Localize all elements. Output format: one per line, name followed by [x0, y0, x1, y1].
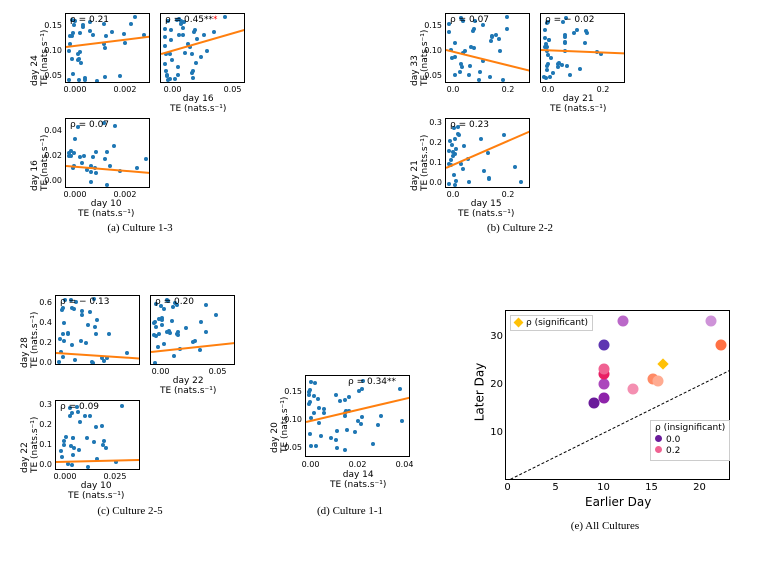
caption-e: (e) All Cultures	[545, 520, 665, 532]
tick: 0.02	[345, 460, 370, 469]
insig-point	[706, 315, 717, 326]
tick: 30	[485, 331, 503, 342]
tick: 20	[485, 379, 503, 390]
tick: 0.1	[30, 440, 52, 449]
tick: 0.15	[40, 21, 62, 30]
insig-point	[618, 315, 629, 326]
tick: 0.6	[30, 298, 52, 307]
sig-point	[657, 359, 668, 370]
tick: 0.000	[50, 472, 80, 481]
tick: 0.00	[298, 460, 323, 469]
tick: 0.2	[498, 190, 518, 199]
tick: 0.002	[110, 190, 140, 199]
tick: 0.1	[420, 158, 442, 167]
xlabel-d: day 14TE (nats.s⁻¹)	[330, 470, 386, 490]
caption-d: (d) Culture 1-1	[290, 505, 410, 517]
tick: 0.2	[593, 85, 613, 94]
tick: 0.0	[420, 178, 442, 187]
insig-point	[628, 383, 639, 394]
tick: 0.025	[100, 472, 130, 481]
legend-dot	[655, 446, 662, 453]
rho-a-tl: ρ = 0.21	[70, 15, 109, 25]
tick: 0.2	[420, 138, 442, 147]
panel-d: ρ = 0.34** day 20TE (nats.s⁻¹) day 14TE …	[250, 370, 420, 510]
insig-point	[598, 340, 609, 351]
tick: 0.05	[280, 443, 302, 452]
tick: 0.2	[30, 420, 52, 429]
tick: 0.000	[60, 85, 90, 94]
tick: 0.00	[40, 176, 62, 185]
xlabel-c-tr: day 22TE (nats.s⁻¹)	[160, 376, 216, 396]
tick: 0.0	[30, 358, 52, 367]
xlabel-b-tr: day 21TE (nats.s⁻¹)	[550, 94, 606, 114]
legend-dot	[655, 435, 662, 442]
insig-point	[652, 376, 663, 387]
xlabel-c-bl: day 10TE (nats.s⁻¹)	[68, 481, 124, 501]
ylabel-e: Later Day	[472, 363, 486, 422]
tick: 15	[644, 482, 659, 493]
tick: 0.0	[443, 190, 463, 199]
tick: 0.02	[40, 151, 62, 160]
rho-c-bl: ρ = 0.09	[60, 402, 99, 412]
tick: 0.00	[148, 367, 173, 376]
legend-insignificant: ρ (insignificant) 0.0 0.2	[650, 420, 730, 461]
caption-c: (c) Culture 2-5	[70, 505, 190, 517]
tick: 0.05	[40, 71, 62, 80]
subplot-d-1	[305, 375, 410, 457]
tick: 5	[548, 482, 563, 493]
caption-b: (b) Culture 2-2	[460, 222, 580, 234]
panel-a: ρ = 0.21 ρ = 0.45*** ρ = 0.07 day 24TE (…	[10, 8, 250, 228]
xlabel-a-tr: day 16TE (nats.s⁻¹)	[170, 94, 226, 114]
xlabel-b-bl: day 15TE (nats.s⁻¹)	[458, 199, 514, 219]
tick: 0.0	[30, 460, 52, 469]
tick: 0.04	[392, 460, 417, 469]
tick: 10	[485, 427, 503, 438]
xlabel-e: Earlier Day	[585, 495, 651, 509]
insig-point	[598, 378, 609, 389]
legend-significant: ρ (significant)	[510, 315, 593, 331]
tick: 0.10	[420, 46, 442, 55]
rho-b-tr: ρ = − 0.02	[545, 15, 594, 25]
caption-a: (a) Culture 1-3	[80, 222, 200, 234]
tick: 0.10	[280, 415, 302, 424]
tick: 0.4	[30, 318, 52, 327]
tick: 0.10	[40, 46, 62, 55]
rho-c-tr: ρ = 0.20	[155, 297, 194, 307]
panel-c: ρ = − 0.13 ρ = 0.20 ρ = 0.09 day 28TE (n…	[0, 290, 240, 510]
insig-point	[598, 393, 609, 404]
tick: 0.05	[220, 85, 245, 94]
rho-b-bl: ρ = 0.23	[450, 120, 489, 130]
xlabel-a-bl: day 10TE (nats.s⁻¹)	[78, 199, 134, 219]
tick: 0.2	[498, 85, 518, 94]
insig-point	[716, 340, 727, 351]
panel-b: ρ = 0.07 ρ = − 0.02 ρ = 0.23 day 33TE (n…	[390, 8, 630, 228]
tick: 0.00	[160, 85, 185, 94]
tick: 0.0	[538, 85, 558, 94]
tick: 20	[692, 482, 707, 493]
rho-b-tl: ρ = 0.07	[450, 15, 489, 25]
panel-e: ρ (significant) ρ (insignificant) 0.0 0.…	[460, 300, 740, 520]
tick: 0.0	[443, 85, 463, 94]
tick: 0.3	[30, 400, 52, 409]
rho-a-bl: ρ = 0.07	[70, 120, 109, 130]
tick: 10	[596, 482, 611, 493]
tick: 0	[500, 482, 515, 493]
tick: 0.15	[420, 21, 442, 30]
tick: 0.3	[420, 118, 442, 127]
rho-d-1: ρ = 0.34**	[348, 377, 396, 387]
insig-point	[598, 364, 609, 375]
rho-c-tl: ρ = − 0.13	[60, 297, 109, 307]
tick: 0.05	[420, 71, 442, 80]
tick: 0.2	[30, 338, 52, 347]
tick: 0.000	[60, 190, 90, 199]
tick: 0.05	[205, 367, 230, 376]
tick: 0.002	[110, 85, 140, 94]
tick: 0.04	[40, 126, 62, 135]
rho-a-tr: ρ = 0.45***	[165, 15, 218, 25]
tick: 0.15	[280, 387, 302, 396]
